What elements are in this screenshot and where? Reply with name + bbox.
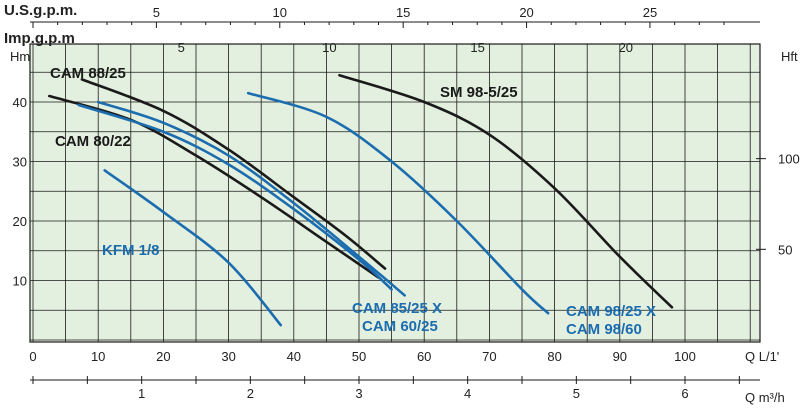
x-tick-label-lmin: 70 (482, 349, 496, 364)
y-tick-label-hm: 10 (13, 274, 27, 289)
imp-gpm-tick-label: 5 (178, 40, 185, 55)
label-cam-88-25: CAM 88/25 (50, 65, 126, 82)
m3h-tick-label: 3 (355, 386, 362, 401)
x-tick-label-lmin: 20 (156, 349, 170, 364)
x-tick-label-lmin: 60 (417, 349, 431, 364)
imp-gpm-tick-label: 10 (322, 40, 336, 55)
q-lmin-axis-title: Q L/1' (745, 349, 779, 364)
m3h-tick-label: 1 (138, 386, 145, 401)
us-gpm-tick-label: 20 (519, 5, 533, 20)
curve-cam-60-25 (77, 103, 393, 291)
pump-curves (48, 73, 674, 327)
label-sm-98-5-25: SM 98-5/25 (440, 84, 518, 101)
x-tick-label-lmin: 50 (352, 349, 366, 364)
label-cam-98-60: CAM 98/60 (566, 321, 642, 338)
x-tick-label-lmin: 10 (91, 349, 105, 364)
curve-sm-98-5-25 (338, 73, 674, 309)
us-gpm-tick-label: 15 (396, 5, 410, 20)
y-tick-label-hm: 30 (13, 155, 27, 170)
y-tick-label-hm: 20 (13, 214, 27, 229)
x-tick-label-lmin: 80 (547, 349, 561, 364)
curve-cam-80-22 (48, 94, 380, 279)
label-cam-60-25: CAM 60/25 (362, 318, 438, 335)
curve-cam-98-25-x (246, 91, 550, 315)
x-tick-label-lmin: 90 (613, 349, 627, 364)
label-cam-80-22: CAM 80/22 (55, 133, 131, 150)
label-cam-98-25-x: CAM 98/25 X (566, 303, 656, 320)
imp-gpm-tick-label: 15 (470, 40, 484, 55)
us-gpm-tick-label: 5 (153, 5, 160, 20)
hm-axis-title: Hm (10, 49, 30, 64)
us-gpm-tick-label: 10 (273, 5, 287, 20)
us-gpm-tick-label: 25 (643, 5, 657, 20)
y-tick-label-hm: 40 (13, 95, 27, 110)
curve-cam-85-25-x (96, 100, 406, 297)
plot-area (30, 44, 760, 342)
label-cam-85-25-x: CAM 85/25 X (352, 300, 442, 317)
us-gpm-axis-title: U.S.g.p.m. (4, 2, 77, 19)
m3h-tick-label: 4 (464, 386, 471, 401)
grid-lines (29, 43, 761, 343)
q-m3h-axis-title: Q m³/h (745, 390, 785, 405)
m3h-tick-label: 2 (247, 386, 254, 401)
label-kfm-1-8: KFM 1/8 (102, 242, 160, 259)
y-tick-label-hft: 100 (778, 152, 800, 167)
hft-axis-title: Hft (781, 49, 798, 64)
curve-kfm-1-8 (103, 169, 283, 327)
imp-gpm-tick-label: 20 (619, 40, 633, 55)
x-tick-label-lmin: 40 (287, 349, 301, 364)
plot-border (29, 43, 761, 343)
m3h-tick-label: 6 (681, 386, 688, 401)
curve-cam-88-25 (80, 78, 387, 270)
y-tick-label-hft: 50 (778, 242, 792, 257)
x-tick-label-lmin: 100 (674, 349, 696, 364)
x-tick-label-lmin: 0 (29, 349, 36, 364)
x-tick-label-lmin: 30 (221, 349, 235, 364)
m3h-tick-label: 5 (573, 386, 580, 401)
imp-gpm-axis-title: Imp.g.p.m (4, 30, 75, 47)
